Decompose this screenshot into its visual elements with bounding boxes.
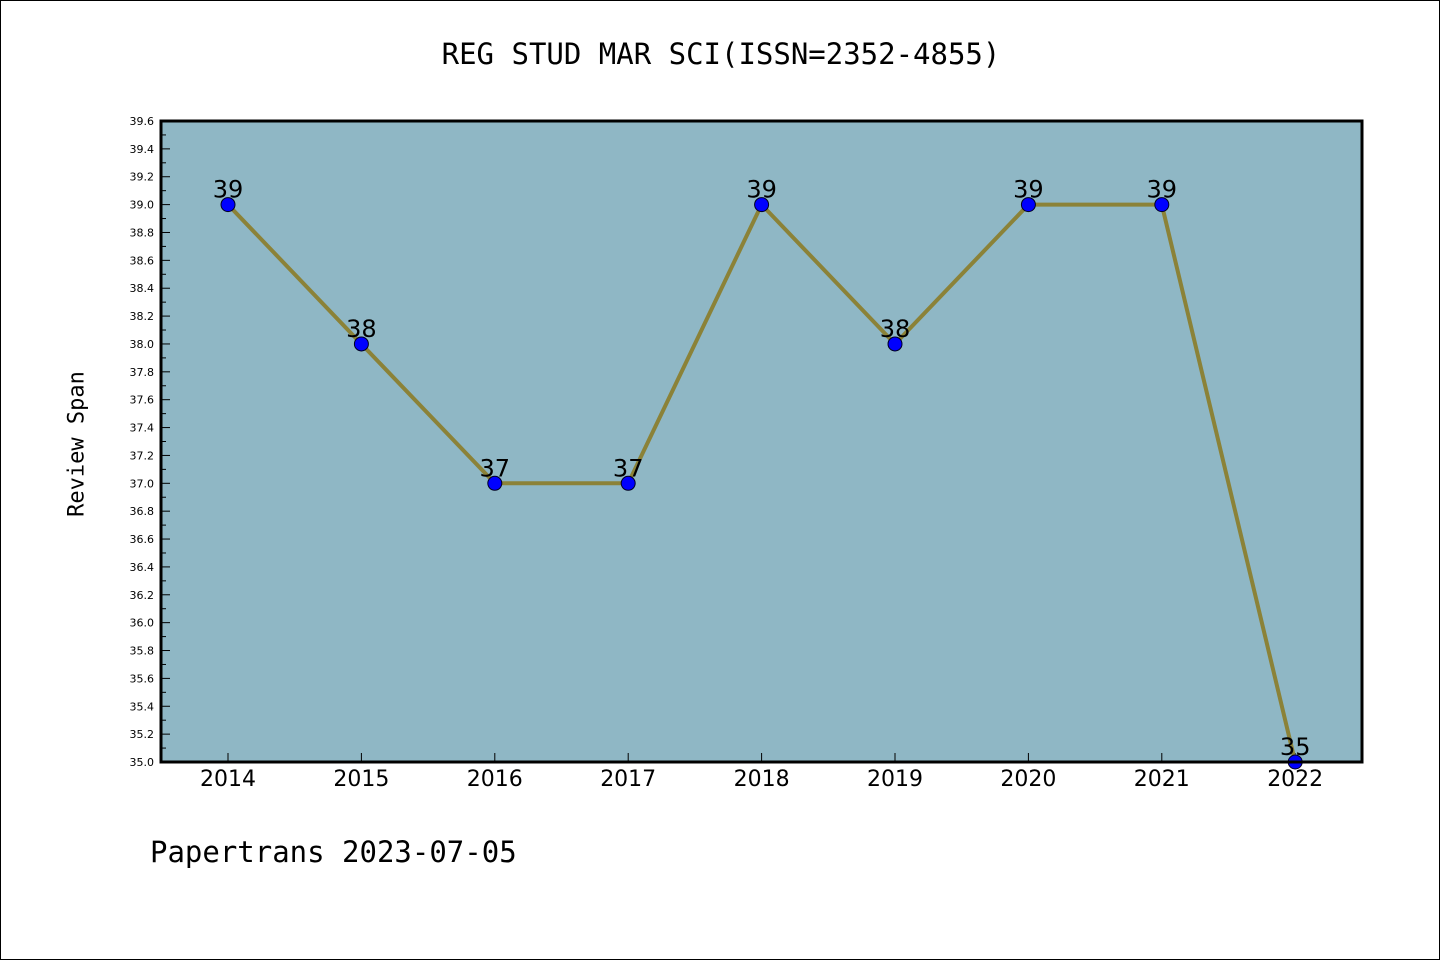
x-tick-label: 2019 (867, 767, 923, 792)
y-tick-label: 39.2 (130, 171, 155, 184)
data-label: 35 (1280, 733, 1311, 761)
chart-title: REG STUD MAR SCI(ISSN=2352-4855) (441, 37, 1001, 71)
plot-border (159, 119, 1364, 764)
data-label: 37 (480, 454, 511, 482)
data-point-marker (487, 475, 503, 491)
data-label: 39 (1147, 176, 1178, 204)
y-tick-label: 36.8 (130, 505, 155, 518)
x-tick-label: 2015 (333, 767, 389, 792)
y-tick-label: 38.2 (130, 310, 155, 323)
y-tick-label: 38.6 (130, 254, 155, 267)
y-tick-label: 36.4 (130, 561, 155, 574)
x-tick-label: 2016 (467, 767, 523, 792)
data-point-marker (220, 197, 236, 213)
x-tick-label: 2017 (600, 767, 656, 792)
y-tick-label: 37.4 (130, 422, 155, 435)
y-tick-label: 37.8 (130, 366, 155, 379)
x-tick-label: 2021 (1134, 767, 1190, 792)
data-label: 37 (613, 454, 644, 482)
data-point-marker (887, 336, 903, 352)
y-tick-label: 36.2 (130, 589, 155, 602)
data-label: 39 (213, 176, 244, 204)
y-tick-label: 36.0 (130, 617, 155, 630)
data-label: 39 (746, 176, 777, 204)
data-point-marker (353, 336, 369, 352)
y-tick-label: 37.2 (130, 449, 155, 462)
y-tick-label: 35.4 (130, 700, 155, 713)
data-point-marker (754, 197, 770, 213)
y-tick-label: 35.2 (130, 728, 155, 741)
y-tick-label: 36.6 (130, 533, 155, 546)
x-tick-label: 2022 (1267, 767, 1323, 792)
y-tick-label: 38.8 (130, 226, 155, 239)
data-label: 38 (346, 315, 377, 343)
data-point-marker (620, 475, 636, 491)
y-tick-label: 39.4 (130, 143, 155, 156)
x-tick-label: 2018 (734, 767, 790, 792)
data-point-marker (1020, 197, 1036, 213)
y-tick-label: 37.0 (130, 477, 155, 490)
data-label: 38 (880, 315, 911, 343)
y-tick-label: 39.0 (130, 199, 155, 212)
y-tick-label: 35.8 (130, 645, 155, 658)
y-tick-label: 35.6 (130, 672, 155, 685)
y-tick-label: 37.6 (130, 394, 155, 407)
data-point-marker (1154, 197, 1170, 213)
x-tick-label: 2014 (200, 767, 256, 792)
y-tick-label: 38.4 (130, 282, 155, 295)
data-label: 39 (1013, 176, 1044, 204)
y-tick-label: 38.0 (130, 338, 155, 351)
plot-background (161, 121, 1362, 762)
x-tick-label: 2020 (1000, 767, 1056, 792)
y-tick-label: 35.0 (130, 756, 155, 769)
footer-date-note: Papertrans 2023-07-05 (150, 835, 517, 869)
y-tick-label: 39.6 (130, 115, 155, 128)
